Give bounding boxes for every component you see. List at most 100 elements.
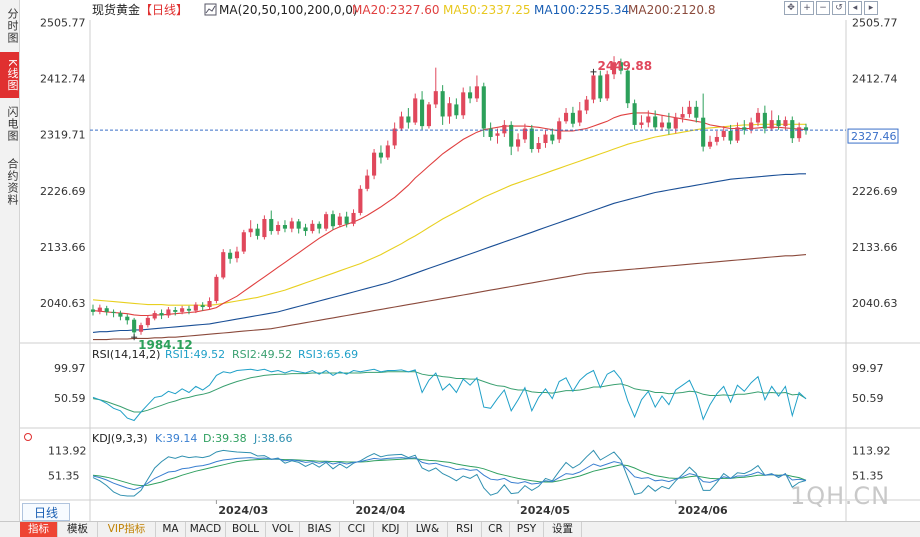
candle-body (783, 120, 788, 127)
chart-area[interactable]: 现货黄金 【日线】 MA(20,50,100,200,0,0) MA20:232… (0, 0, 920, 521)
tab-bias[interactable]: BIAS (300, 522, 340, 537)
zoom-in-icon[interactable]: + (800, 1, 814, 15)
date-tick-0: 2024/03 (218, 504, 268, 517)
candle-body (118, 313, 123, 317)
candle-body (228, 252, 233, 259)
tab-cr[interactable]: CR (482, 522, 510, 537)
candle-body (317, 223, 322, 229)
candle-body (646, 116, 651, 123)
candle-body (707, 141, 713, 147)
move-icon[interactable]: ✥ (784, 1, 798, 15)
candle-body (166, 309, 171, 316)
side-tab-kline[interactable]: K线图 (0, 52, 19, 98)
rsi2-value: RSI2:49.52 (232, 348, 292, 361)
tab-macd[interactable]: MACD (186, 522, 226, 537)
tab-cci[interactable]: CCI (340, 522, 374, 537)
candle-body (584, 99, 589, 111)
tab-ma[interactable]: MA (156, 522, 186, 537)
candle-body (132, 319, 137, 333)
candle-body (125, 316, 130, 321)
candle-body (413, 98, 418, 123)
candle-body (721, 130, 726, 137)
candle-body (632, 103, 637, 125)
watermark: 1QH.CN (790, 482, 891, 510)
candle-body (536, 143, 541, 150)
ma-label: MA(20,50,100,200,0,0) (219, 3, 358, 17)
candle-body (248, 228, 253, 233)
candle-body (234, 251, 240, 259)
rsi3-value: RSI3:65.69 (298, 348, 358, 361)
price-tick-right-0: 2040.63 (852, 297, 898, 310)
right-icon[interactable]: ▸ (864, 1, 878, 15)
candle-body (694, 106, 699, 118)
candle-body (516, 139, 521, 147)
kdj-d-value: D:39.38 (203, 432, 247, 445)
price-tick-left-3: 2319.71 (40, 129, 86, 142)
tab-vol[interactable]: VOL (266, 522, 300, 537)
tab-boll[interactable]: BOLL (226, 522, 266, 537)
price-tick-right-1: 2133.66 (852, 241, 898, 254)
candle-body (337, 216, 342, 226)
candle-body (180, 308, 185, 312)
candle-body (495, 133, 500, 136)
candle-body (769, 120, 774, 129)
candle-body (618, 62, 623, 71)
period-selector[interactable]: 日线 (22, 503, 70, 521)
candle-body (104, 308, 109, 312)
candle-body (358, 188, 363, 213)
left-icon[interactable]: ◂ (848, 1, 862, 15)
candle-body (392, 128, 397, 146)
candle-body (680, 114, 685, 118)
candle-body (440, 91, 445, 117)
rsi-series (92, 368, 807, 422)
rsi1-value: RSI1:49.52 (165, 348, 225, 361)
tab-kdj[interactable]: KDJ (374, 522, 408, 537)
tab-psy[interactable]: PSY (510, 522, 544, 537)
ma50-value: MA50:2337.25 (443, 3, 531, 17)
rsi-tick-left-0: 99.97 (54, 362, 86, 375)
period-tag: 【日线】 (140, 3, 188, 17)
candle-body (557, 121, 562, 140)
restore-icon[interactable]: ↺ (832, 1, 846, 15)
side-tab-contract[interactable]: 合约资料 (6, 158, 19, 206)
current-price-box (847, 128, 899, 144)
candle-body (420, 99, 425, 127)
side-tab-timeshare[interactable]: 分时图 (6, 8, 19, 44)
tab-indicator[interactable]: 指标 (20, 522, 58, 537)
price-tick-left-5: 2505.77 (40, 17, 86, 30)
price-tick-right-5: 2505.77 (852, 17, 898, 30)
candle-body (488, 128, 493, 137)
price-tick-right-2: 2226.69 (852, 185, 898, 198)
ma20-line (92, 112, 807, 317)
tab-vip-indicator[interactable]: VIP指标 (98, 522, 156, 537)
tab-template[interactable]: 模板 (58, 522, 98, 537)
tab-rsi[interactable]: RSI (448, 522, 482, 537)
price-tick-left-2: 2226.69 (40, 185, 86, 198)
ma20-value: MA20:2327.60 (352, 3, 440, 17)
kdj-j-line (92, 449, 807, 497)
tab-settings[interactable]: 设置 (544, 522, 582, 537)
candle-body (659, 122, 665, 128)
kdj-k-line (92, 457, 807, 491)
candle-body (461, 92, 466, 116)
price-annotations: 2449.88 1984.12 (131, 59, 652, 352)
candle-body (426, 104, 431, 127)
zoom-out-icon[interactable]: − (816, 1, 830, 15)
instrument-name: 现货黄金 (92, 2, 140, 17)
candle-body (90, 309, 96, 312)
rsi-tick-right-0: 99.97 (852, 362, 884, 375)
min-price-label: 1984.12 (138, 338, 193, 352)
date-tick-1: 2024/04 (356, 504, 406, 517)
candle-body (186, 308, 192, 311)
side-tab-flash[interactable]: 闪电图 (6, 106, 19, 142)
tab-lwr[interactable]: LW& (408, 522, 448, 537)
candle-body (145, 317, 150, 326)
rsi-tick-left-1: 50.59 (54, 392, 86, 405)
rsi2-line (92, 371, 807, 413)
kdj-settings-icon[interactable] (24, 433, 32, 441)
candle-body (433, 91, 438, 105)
candle-body (509, 124, 514, 147)
candle-body (673, 117, 678, 129)
candle-body (474, 86, 479, 99)
candle-body (749, 122, 754, 130)
